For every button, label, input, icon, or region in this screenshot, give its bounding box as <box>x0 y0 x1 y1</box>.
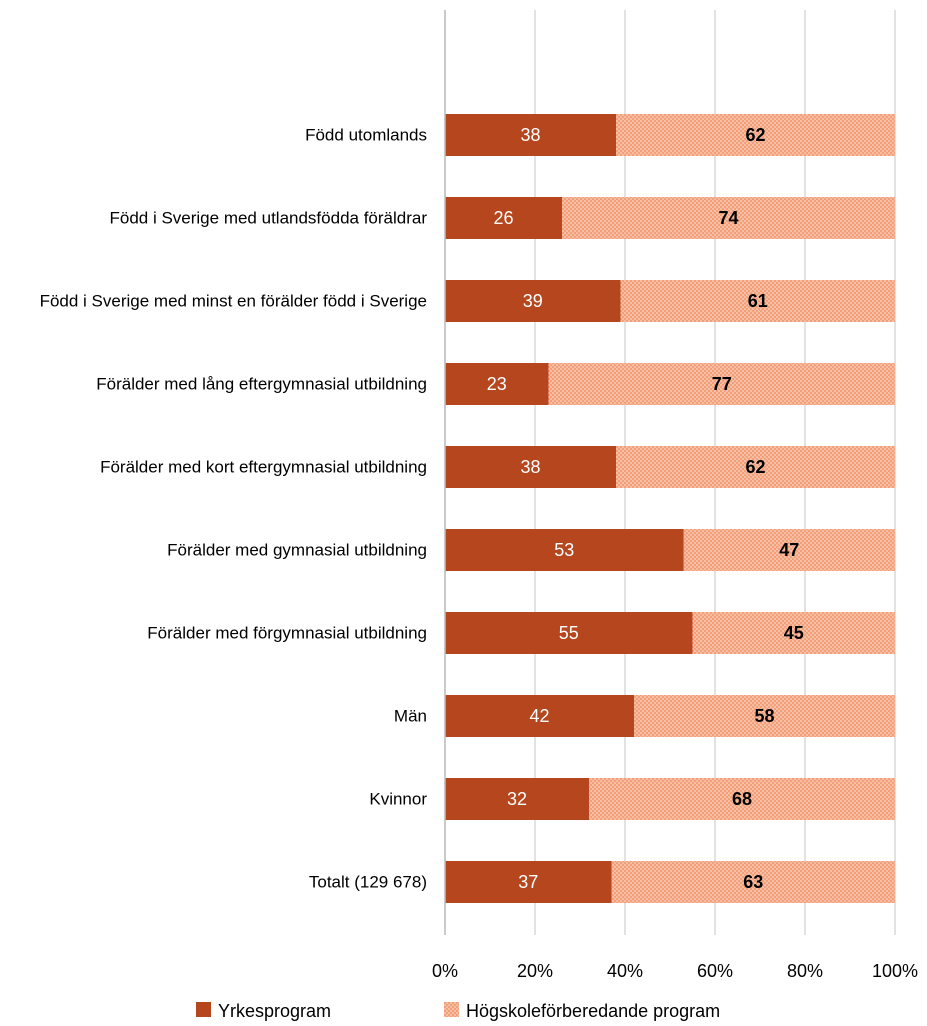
bar-segment <box>445 197 562 239</box>
bar-segment <box>445 446 616 488</box>
bar-segment <box>620 280 895 322</box>
bar-segment <box>692 612 895 654</box>
x-tick-label: 80% <box>787 961 823 981</box>
data-label: 23 <box>487 374 507 394</box>
y-tick-label: Förälder med kort eftergymnasial utbildn… <box>100 457 427 477</box>
bar-segment <box>634 695 895 737</box>
bar-segment <box>589 778 895 820</box>
bar-segment <box>445 612 693 654</box>
y-tick-label: Totalt (129 678) <box>308 872 427 892</box>
data-label: 37 <box>518 872 538 892</box>
bar-segment <box>445 778 589 820</box>
bar-segment <box>445 529 684 571</box>
data-label: 47 <box>779 540 799 560</box>
bar-segment <box>445 114 616 156</box>
x-tick-label: 100% <box>872 961 918 981</box>
x-tick-label: 60% <box>697 961 733 981</box>
legend-swatch <box>196 1002 211 1017</box>
data-label: 39 <box>523 291 543 311</box>
bar-segment <box>611 861 895 903</box>
data-label: 58 <box>754 706 774 726</box>
data-label: 61 <box>748 291 768 311</box>
x-tick-label: 0% <box>432 961 458 981</box>
x-tick-label: 20% <box>517 961 553 981</box>
y-tick-label: Förälder med förgymnasial utbildning <box>147 623 427 643</box>
y-tick-label: Född utomlands <box>305 125 427 145</box>
bar-segment <box>445 695 634 737</box>
data-label: 45 <box>784 623 804 643</box>
data-label: 68 <box>732 789 752 809</box>
x-tick-label: 40% <box>607 961 643 981</box>
bar-segment <box>445 363 549 405</box>
y-tick-label: Född i Sverige med utlandsfödda föräldra… <box>109 208 427 228</box>
bar-segment <box>616 114 895 156</box>
data-label: 42 <box>529 706 549 726</box>
legend-label: Högskoleförberedande program <box>466 1001 720 1021</box>
bar-segment <box>616 446 895 488</box>
data-label: 32 <box>507 789 527 809</box>
y-tick-label: Förälder med gymnasial utbildning <box>167 540 427 560</box>
y-tick-label: Kvinnor <box>369 789 427 809</box>
legend-label: Yrkesprogram <box>218 1001 331 1021</box>
data-label: 62 <box>745 457 765 477</box>
y-tick-label: Förälder med lång eftergymnasial utbildn… <box>96 374 427 394</box>
data-label: 62 <box>745 125 765 145</box>
data-label: 38 <box>520 125 540 145</box>
data-label: 74 <box>718 208 738 228</box>
data-label: 55 <box>559 623 579 643</box>
bar-segment <box>562 197 895 239</box>
data-label: 77 <box>712 374 732 394</box>
bar-segment <box>548 363 895 405</box>
y-tick-label: Född i Sverige med minst en förälder föd… <box>39 291 427 311</box>
y-tick-label: Män <box>393 706 427 726</box>
bar-segment <box>445 280 621 322</box>
legend-swatch <box>444 1002 459 1017</box>
data-label: 63 <box>743 872 763 892</box>
data-label: 53 <box>554 540 574 560</box>
bar-segment <box>683 529 895 571</box>
data-label: 38 <box>520 457 540 477</box>
data-label: 26 <box>493 208 513 228</box>
bar-segment <box>445 861 612 903</box>
